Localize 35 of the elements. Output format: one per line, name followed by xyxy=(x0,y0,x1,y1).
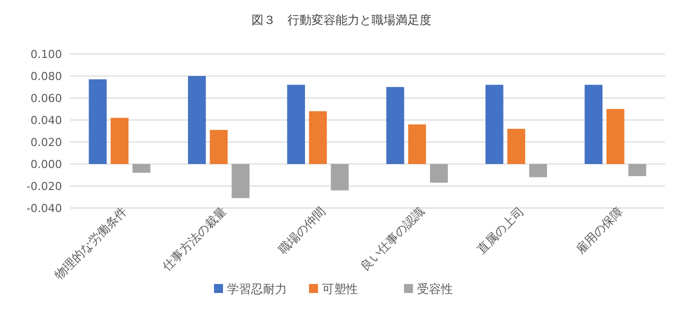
bar xyxy=(507,128,526,164)
bar xyxy=(485,84,504,164)
y-tick-label: 0.100 xyxy=(30,48,62,61)
bar xyxy=(386,87,404,164)
bar xyxy=(330,164,349,190)
y-tick-label: 0.020 xyxy=(30,136,62,149)
bar xyxy=(88,79,107,164)
bar xyxy=(408,124,426,164)
legend-label: 可塑性 xyxy=(322,282,358,296)
x-tick-label: 職場の仲間 xyxy=(276,204,328,257)
bar xyxy=(308,111,327,164)
x-tick-label: 直属の上司 xyxy=(474,204,526,257)
x-tick-label: 仕事方法の裁量 xyxy=(158,204,229,274)
y-tick-label: 0.080 xyxy=(30,70,62,83)
bar xyxy=(430,164,448,183)
bar xyxy=(529,164,548,178)
bar xyxy=(210,130,228,164)
bar xyxy=(584,84,602,164)
legend-label: 受容性 xyxy=(417,282,453,296)
x-tick-label: 雇用の保障 xyxy=(573,204,626,257)
bar xyxy=(287,84,305,164)
bar xyxy=(188,76,206,164)
bar xyxy=(132,164,150,173)
y-tick-label: -0.040 xyxy=(26,202,62,215)
x-tick-label: 良い仕事の認識 xyxy=(358,204,428,274)
chart-title: 図３ 行動変容能力と職場満足度 xyxy=(252,13,432,27)
y-tick-label: 0.060 xyxy=(30,92,62,105)
y-tick-label: 0.040 xyxy=(30,114,62,127)
bar xyxy=(606,109,624,164)
y-tick-label: -0.020 xyxy=(26,180,62,193)
bar xyxy=(628,164,646,176)
legend-label: 学習忍耐力 xyxy=(227,282,287,296)
bar xyxy=(232,164,250,198)
bar xyxy=(110,118,129,164)
y-tick-label: 0.000 xyxy=(30,158,62,171)
